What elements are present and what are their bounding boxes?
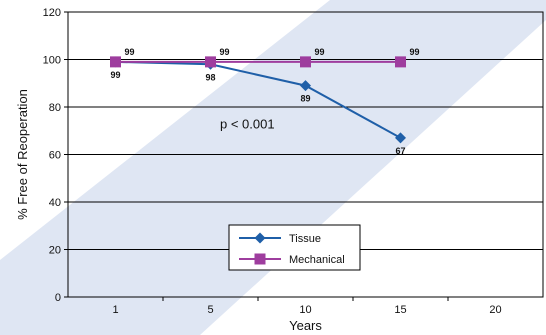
point-tissue — [395, 132, 406, 144]
legend-marker-shape — [254, 253, 266, 265]
y-axis-title: % Free of Reoperation — [15, 89, 30, 220]
y-tick-label: 0 — [55, 292, 61, 304]
series-mechanical: 99 99 99 99 — [110, 47, 420, 68]
x-axis: 1 5 10 15 20 — [112, 297, 502, 316]
data-label-tissue: 98 — [205, 72, 215, 82]
p-value-annotation: p < 0.001 — [220, 116, 275, 131]
data-label-mechanical: 99 — [410, 47, 420, 57]
x-axis-title: Years — [289, 318, 322, 333]
data-label-mechanical: 99 — [125, 47, 135, 57]
y-tick-label: 80 — [49, 102, 61, 114]
x-tick-label: 20 — [489, 304, 501, 316]
y-tick-label: 40 — [49, 197, 61, 209]
legend-label-tissue: Tissue — [289, 233, 321, 245]
point-tissue — [300, 80, 311, 92]
point-mechanical — [110, 56, 121, 68]
series-line-tissue — [115, 60, 401, 139]
legend: Tissue Mechanical — [228, 224, 361, 271]
data-label-mechanical: 99 — [220, 47, 230, 57]
point-mechanical — [205, 56, 216, 68]
y-tick-label: 120 — [43, 7, 61, 19]
x-tick-label: 10 — [299, 304, 311, 316]
x-tick-label: 15 — [394, 304, 406, 316]
data-label-tissue: 67 — [395, 146, 405, 156]
x-tick-label: 1 — [112, 304, 118, 316]
legend-box — [228, 224, 361, 271]
y-tick-label: 100 — [43, 55, 61, 67]
data-label-mechanical: 99 — [315, 47, 325, 57]
legend-marker-shape — [254, 232, 266, 244]
series-layer: 99 98 89 67 99 99 99 99 — [110, 47, 420, 156]
legend-marker-tissue — [254, 232, 266, 244]
legend-marker-mechanical — [254, 253, 266, 265]
y-tick-label: 60 — [49, 150, 61, 162]
data-label-tissue: 89 — [300, 94, 310, 104]
legend-label-mechanical: Mechanical — [289, 254, 345, 266]
x-tick-label: 5 — [207, 304, 213, 316]
data-label-tissue: 99 — [110, 70, 120, 80]
y-tick-label: 20 — [49, 245, 61, 257]
point-mechanical — [300, 56, 311, 68]
point-mechanical — [395, 56, 406, 68]
y-axis: 0 20 40 60 80 100 120 — [43, 7, 68, 304]
